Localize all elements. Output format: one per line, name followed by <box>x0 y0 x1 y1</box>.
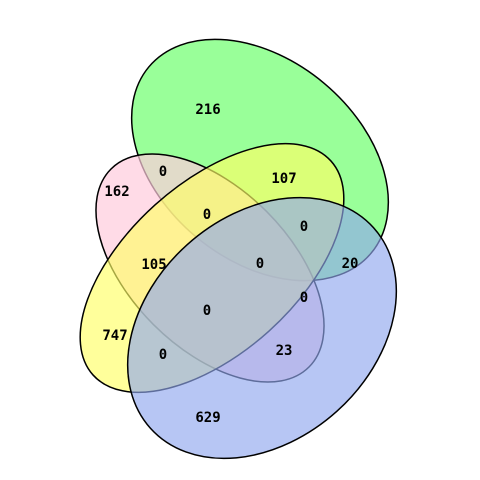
label-green-yellow: 107 <box>271 171 296 187</box>
label-blue-only: 629 <box>195 410 220 426</box>
label-all-four: 0 <box>256 256 264 272</box>
label-pink-blue: 23 <box>276 343 293 359</box>
set-ellipses <box>79 38 398 460</box>
label-yellow-blue: 0 <box>159 347 167 363</box>
label-green-pink: 0 <box>159 164 167 180</box>
set-blue-ellipse <box>126 196 398 460</box>
label-green-only: 216 <box>195 102 220 118</box>
region-labels: 216 162 747 629 20 0 107 105 0 23 0 0 0 … <box>102 102 358 426</box>
label-pink-yellow-blue: 0 <box>203 303 211 319</box>
label-yellow-only: 747 <box>102 328 127 344</box>
label-green-pink-blue: 0 <box>300 290 308 306</box>
label-teal-right: 20 <box>342 256 359 272</box>
label-green-pink-yellow: 0 <box>203 207 211 223</box>
label-pink-only: 162 <box>104 184 129 200</box>
label-green-yellow-blue: 0 <box>300 219 308 235</box>
label-pink-yellow: 105 <box>141 257 166 273</box>
